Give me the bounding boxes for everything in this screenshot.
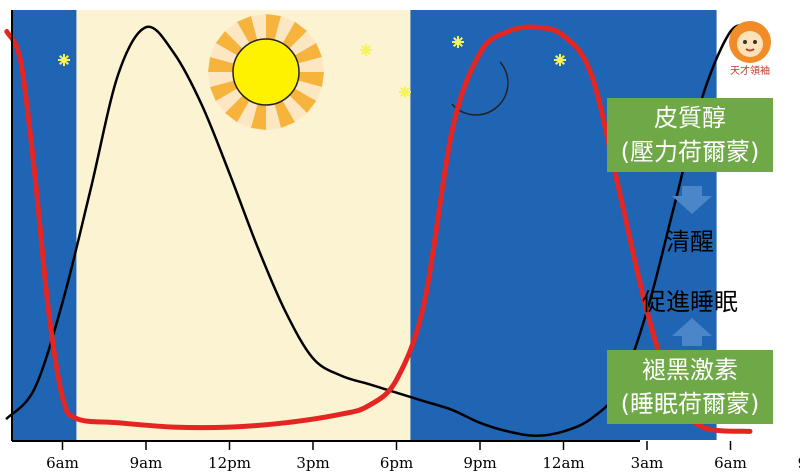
melatonin-sublabel: (睡眠荷爾蒙) [620,390,760,418]
promote-sleep-label: 促進睡眠 [642,288,738,316]
moon-icon [451,61,509,116]
melatonin-label: 褪黑激素 [642,356,738,384]
melatonin-line [4,24,753,434]
x-tick-label: 9am [130,454,163,472]
x-tick-label: 6am [46,454,79,472]
x-tick-label: 3pm [296,454,329,472]
cortisol-label-box: 皮質醇 (壓力荷爾蒙) [607,98,773,172]
cortisol-sublabel: (壓力荷爾蒙) [620,138,760,166]
star-icon [58,54,70,66]
sun-icon [208,14,324,130]
x-tick-label: 9pm [463,454,496,472]
arrow-up-icon [672,318,712,346]
arrow-down-icon [672,186,712,214]
x-tick-label: 12pm [208,454,251,472]
star-icon [452,36,464,48]
x-tick-label: 9am [798,454,800,472]
x-tick-label: 12am [542,454,584,472]
melatonin-label-box: 褪黑激素 (睡眠荷爾蒙) [607,350,773,424]
star-icon [399,86,411,98]
cortisol-label: 皮質醇 [654,104,726,132]
star-icon [554,54,566,66]
logo-text: 天才領袖 [730,66,770,77]
x-tick-label: 6am [714,454,747,472]
star-icon [360,44,372,56]
awake-label: 清醒 [666,228,714,256]
x-tick-label: 6pm [380,454,413,472]
x-tick-label: 3am [631,454,664,472]
lion-logo-icon [720,18,780,80]
